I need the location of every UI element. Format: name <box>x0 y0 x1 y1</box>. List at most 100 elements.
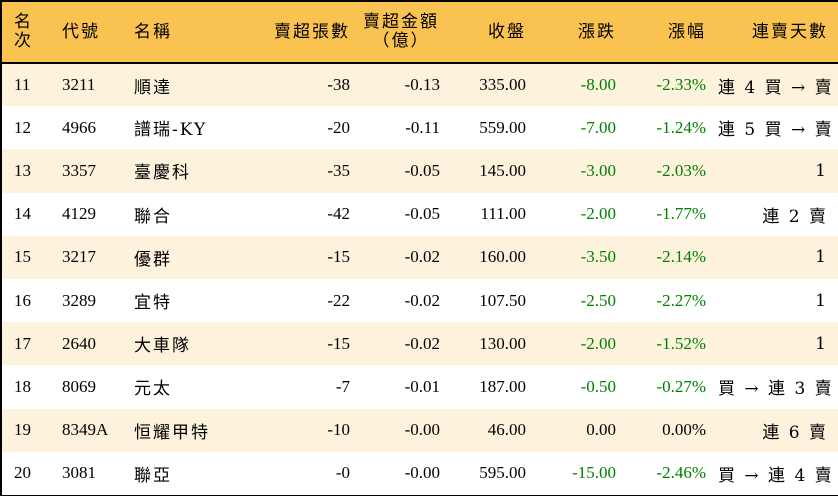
cell-close: 145.00 <box>479 160 526 180</box>
cell-rank: 20 <box>14 463 31 483</box>
cell-rank: 13 <box>14 160 31 180</box>
cell-code: 8069 <box>62 376 96 396</box>
cell-name[interactable]: 譜瑞-KY <box>134 120 208 141</box>
cell-rank: 17 <box>14 333 31 353</box>
cell-name[interactable]: 臺慶科 <box>134 163 191 184</box>
table-row[interactable]: 18 8069 元太 -7 -0.01 187.00 -0.50 -0.27% … <box>2 365 838 409</box>
table-header: 名次 代號 名稱 賣超張數 賣超金額 （億） 收盤 漲跌 漲幅 連賣天數 <box>2 2 838 64</box>
header-net-sell-lots[interactable]: 賣超張數 <box>244 2 356 64</box>
header-net-sell-amount[interactable]: 賣超金額 （億） <box>356 2 446 64</box>
cell-name[interactable]: 恒耀甲特 <box>134 422 210 443</box>
header-name[interactable]: 名稱 <box>128 2 244 64</box>
cell-net-sell-lots: -20 <box>327 117 350 137</box>
header-code[interactable]: 代號 <box>56 2 128 64</box>
cell-net-sell-lots: -0 <box>335 463 350 483</box>
cell-streak: 買 → 連 4 賣 <box>718 465 834 486</box>
cell-name[interactable]: 宜特 <box>134 293 172 314</box>
table-row[interactable]: 15 3217 優群 -15 -0.02 160.00 -3.50 -2.14%… <box>2 235 838 279</box>
cell-change-pct: -1.52% <box>656 333 706 353</box>
table-row[interactable]: 13 3357 臺慶科 -35 -0.05 145.00 -3.00 -2.03… <box>2 149 838 193</box>
cell-streak: 1 <box>815 247 828 268</box>
header-change[interactable]: 漲跌 <box>532 2 622 64</box>
cell-name[interactable]: 聯亞 <box>134 465 172 486</box>
cell-change-pct: -2.33% <box>656 75 706 95</box>
table-row[interactable]: 14 4129 聯合 -42 -0.05 111.00 -2.00 -1.77%… <box>2 192 838 236</box>
cell-close: 559.00 <box>479 117 526 137</box>
cell-code: 2640 <box>62 333 96 353</box>
cell-net-sell-lots: -42 <box>327 204 350 224</box>
cell-code: 3289 <box>62 290 96 310</box>
cell-name[interactable]: 順達 <box>134 77 172 98</box>
cell-streak: 買 → 連 3 賣 <box>718 379 834 400</box>
cell-streak: 1 <box>815 333 828 354</box>
cell-rank: 11 <box>14 75 31 95</box>
cell-change: -2.50 <box>580 290 616 310</box>
cell-close: 595.00 <box>479 463 526 483</box>
cell-code: 3357 <box>62 160 96 180</box>
cell-close: 335.00 <box>479 75 526 95</box>
cell-change: -7.00 <box>580 117 616 137</box>
header-row: 名次 代號 名稱 賣超張數 賣超金額 （億） 收盤 漲跌 漲幅 連賣天數 <box>2 2 838 64</box>
cell-change-pct: -2.46% <box>656 463 706 483</box>
cell-change: 0.00 <box>586 420 616 440</box>
table-row[interactable]: 17 2640 大車隊 -15 -0.02 130.00 -2.00 -1.52… <box>2 322 838 366</box>
cell-close: 46.00 <box>487 420 526 440</box>
header-change-pct[interactable]: 漲幅 <box>622 2 712 64</box>
cell-streak: 連 2 賣 <box>762 206 828 227</box>
cell-name[interactable]: 大車隊 <box>134 336 191 357</box>
cell-name[interactable]: 聯合 <box>134 206 172 227</box>
cell-net-sell-lots: -10 <box>327 420 350 440</box>
cell-change-pct: -2.14% <box>656 247 706 267</box>
table-row[interactable]: 11 3211 順達 -38 -0.13 335.00 -8.00 -2.33%… <box>2 63 838 107</box>
cell-change-pct: 0.00% <box>662 420 706 440</box>
cell-code: 4129 <box>62 204 96 224</box>
cell-close: 130.00 <box>479 333 526 353</box>
cell-change: -0.50 <box>580 376 616 396</box>
cell-close: 111.00 <box>480 204 527 224</box>
cell-net-sell-amount: -0.00 <box>404 463 440 483</box>
header-close[interactable]: 收盤 <box>446 2 532 64</box>
cell-net-sell-lots: -35 <box>327 160 350 180</box>
cell-streak: 連 6 賣 <box>762 422 828 443</box>
cell-rank: 18 <box>14 376 31 396</box>
table-row[interactable]: 16 3289 宜特 -22 -0.02 107.50 -2.50 -2.27%… <box>2 278 838 323</box>
table-row[interactable]: 20 3081 聯亞 -0 -0.00 595.00 -15.00 -2.46%… <box>2 451 838 495</box>
cell-net-sell-lots: -15 <box>327 333 350 353</box>
table-row[interactable]: 19 8349A 恒耀甲特 -10 -0.00 46.00 0.00 0.00%… <box>2 408 838 452</box>
cell-net-sell-lots: -38 <box>327 75 350 95</box>
cell-net-sell-lots: -15 <box>327 247 350 267</box>
table-row[interactable]: 12 4966 譜瑞-KY -20 -0.11 559.00 -7.00 -1.… <box>2 106 838 150</box>
cell-code: 8349A <box>62 420 109 440</box>
cell-net-sell-lots: -22 <box>327 290 350 310</box>
cell-streak: 連 4 買 → 賣 <box>718 77 834 98</box>
cell-code: 3211 <box>62 75 96 95</box>
cell-rank: 16 <box>14 290 31 310</box>
cell-close: 160.00 <box>479 247 526 267</box>
cell-name[interactable]: 優群 <box>134 249 172 270</box>
header-net-sell-amount-unit: （億） <box>372 31 430 51</box>
cell-change-pct: -2.27% <box>656 290 706 310</box>
cell-change: -3.50 <box>580 247 616 267</box>
cell-name[interactable]: 元太 <box>134 379 172 400</box>
cell-net-sell-amount: -0.00 <box>404 420 440 440</box>
cell-net-sell-amount: -0.02 <box>404 247 440 267</box>
cell-change: -2.00 <box>580 333 616 353</box>
cell-change-pct: -1.24% <box>656 117 706 137</box>
cell-close: 107.50 <box>479 290 526 310</box>
cell-net-sell-amount: -0.13 <box>404 75 440 95</box>
cell-close: 187.00 <box>479 376 526 396</box>
header-net-sell-amount-line1: 賣超金額 <box>363 12 439 32</box>
cell-net-sell-amount: -0.11 <box>405 117 440 137</box>
cell-change: -8.00 <box>580 75 616 95</box>
cell-net-sell-amount: -0.02 <box>404 290 440 310</box>
cell-rank: 15 <box>14 247 31 267</box>
cell-net-sell-amount: -0.05 <box>404 204 440 224</box>
cell-code: 3081 <box>62 463 96 483</box>
cell-net-sell-amount: -0.01 <box>404 376 440 396</box>
cell-streak: 1 <box>815 290 828 311</box>
header-streak[interactable]: 連賣天數 <box>712 2 838 64</box>
header-rank[interactable]: 名次 <box>2 2 56 64</box>
cell-change-pct: -2.03% <box>656 160 706 180</box>
